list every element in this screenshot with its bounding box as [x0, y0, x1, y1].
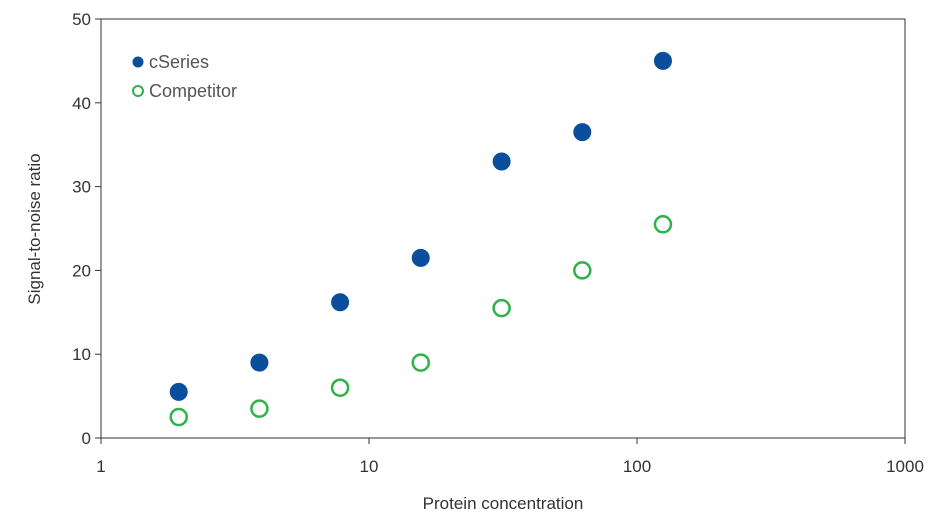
- x-tick-label: 100: [623, 457, 651, 476]
- y-axis-title: Signal-to-noise ratio: [25, 153, 44, 304]
- legend-label: Competitor: [149, 81, 237, 101]
- cseries-point: [653, 51, 672, 70]
- competitor-point: [573, 261, 592, 280]
- y-tick-label: 50: [72, 10, 91, 29]
- cseries-point: [250, 353, 269, 372]
- x-tick-label: 1000: [886, 457, 924, 476]
- legend-marker-cseries: [132, 56, 144, 68]
- legend: cSeries Competitor: [132, 52, 237, 101]
- y-axis-ticks: 0 10 20 30 40 50: [72, 10, 101, 448]
- x-tick-label: 10: [360, 457, 379, 476]
- competitor-point: [250, 399, 269, 418]
- x-axis-ticks: 1 10 100 1000: [96, 438, 924, 476]
- competitor-point: [169, 407, 188, 427]
- y-tick-label: 30: [72, 178, 91, 197]
- cseries-point: [573, 123, 592, 142]
- legend-label: cSeries: [149, 52, 209, 72]
- competitor-point: [330, 378, 350, 397]
- x-axis-title: Protein concentration: [423, 494, 584, 513]
- competitor-point: [653, 215, 673, 234]
- data-points: [169, 51, 673, 427]
- y-tick-label: 40: [72, 94, 91, 113]
- cseries-point: [492, 152, 511, 171]
- plot-frame: [100, 18, 906, 439]
- competitor-point: [492, 298, 511, 318]
- cseries-point: [411, 248, 430, 267]
- x-tick-label: 1: [96, 457, 105, 476]
- cseries-point: [169, 382, 188, 401]
- legend-marker-competitor: [132, 85, 144, 97]
- y-tick-label: 10: [72, 345, 91, 364]
- cseries-point: [331, 293, 350, 312]
- y-tick-label: 20: [72, 261, 91, 280]
- competitor-point: [411, 353, 431, 372]
- y-tick-label: 0: [82, 429, 91, 448]
